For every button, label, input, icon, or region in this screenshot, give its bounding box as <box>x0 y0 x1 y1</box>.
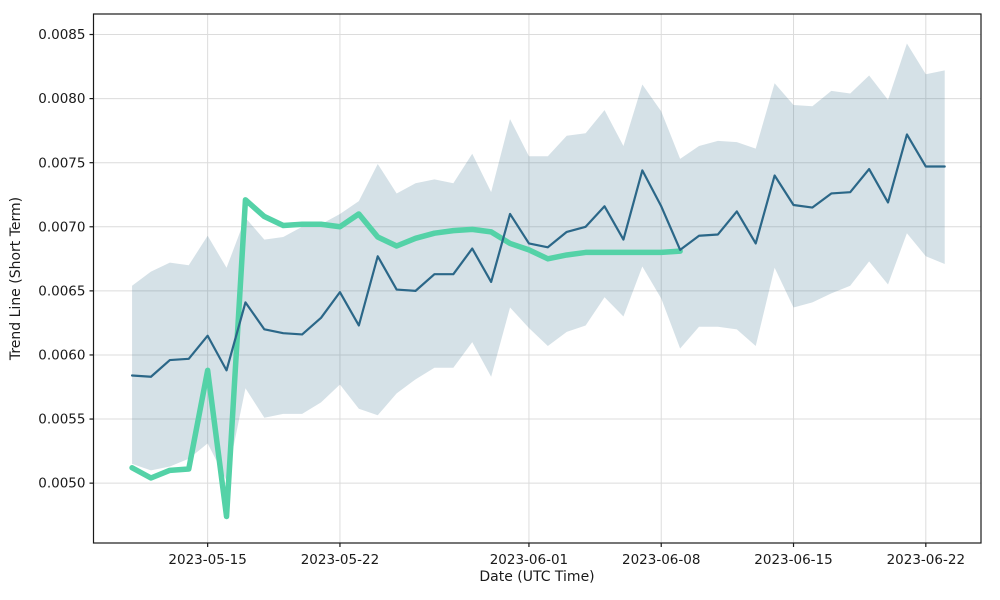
confidence-band-area <box>132 43 945 481</box>
x-tick-label: 2023-06-01 <box>490 552 568 568</box>
y-tick-label: 0.0070 <box>38 219 85 235</box>
x-tick-label: 2023-05-22 <box>301 552 379 568</box>
y-axis-title: Trend Line (Short Term) <box>8 197 24 361</box>
trend-line-line <box>130 133 946 378</box>
y-tick-label: 0.0060 <box>38 348 85 364</box>
axes <box>89 13 982 547</box>
y-tick-label: 0.0050 <box>38 476 85 492</box>
y-tick-label: 0.0065 <box>38 283 85 299</box>
x-axis-title: Date (UTC Time) <box>479 569 594 585</box>
x-tick-label: 2023-06-22 <box>887 552 965 568</box>
y-tick-label: 0.0075 <box>38 155 85 171</box>
y-tick-label: 0.0055 <box>38 412 85 428</box>
gridlines <box>93 14 981 543</box>
y-tick-label: 0.0080 <box>38 91 85 107</box>
plot-border <box>92 13 982 544</box>
series-lines <box>129 133 946 520</box>
tick-labels: 0.0050 0.0055 0.0060 0.0065 0.0070 0.0075 0.00… <box>38 27 965 568</box>
confidence-band <box>132 43 945 481</box>
x-tick-label: 2023-06-15 <box>754 552 832 568</box>
short-term-trend-line <box>129 197 683 520</box>
y-tick-label: 0.0085 <box>38 27 85 43</box>
x-tick-label: 2023-06-08 <box>622 552 700 568</box>
x-tick-label: 2023-05-15 <box>168 552 246 568</box>
